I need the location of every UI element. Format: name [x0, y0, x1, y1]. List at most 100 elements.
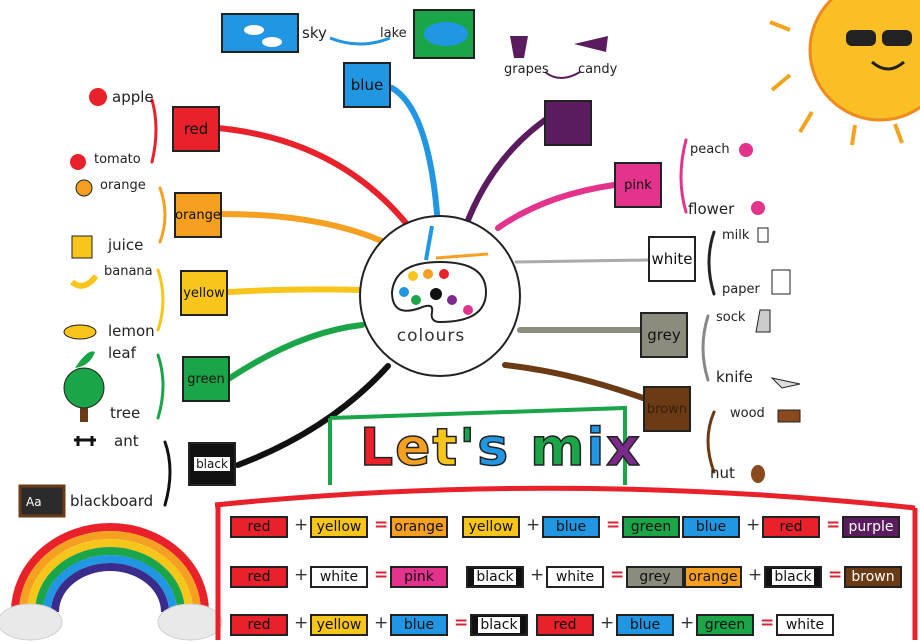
item-sky: sky [302, 24, 327, 42]
sky-icon [221, 13, 299, 53]
mix-board-sides [215, 505, 918, 640]
blackboard-icon: Aa [18, 484, 66, 518]
item-wood: wood [730, 406, 765, 421]
item-lake: lake [380, 26, 407, 41]
mix-title-letter: i [586, 417, 607, 479]
rainbow-icon [0, 523, 223, 641]
color-box-red: red [172, 106, 220, 152]
equals-sign: = [606, 515, 621, 535]
juice-icon [71, 235, 93, 259]
mix-title: Let's mix [359, 417, 642, 479]
color-box-pink: pink [614, 162, 662, 208]
equals-sign: = [610, 565, 625, 585]
mix-chip-grey: grey [626, 566, 684, 588]
plus-sign: + [294, 613, 309, 633]
mix-title-letter [510, 418, 530, 478]
milk-icon [757, 227, 769, 243]
item-tree: tree [110, 404, 141, 422]
mix-chip-brown: brown [844, 566, 902, 588]
plus-sign: + [294, 565, 309, 585]
color-box-black: black [188, 442, 236, 486]
apple-icon [89, 88, 107, 106]
plus-sign: + [526, 515, 541, 535]
mix-chip-blue: blue [390, 614, 448, 636]
item-blackboard: blackboard [70, 492, 154, 510]
grapes-icon [510, 36, 528, 58]
banana-icon [70, 274, 99, 289]
color-box-blue: blue [343, 62, 391, 108]
item-sock: sock [716, 310, 746, 325]
mix-chip-black: black [764, 566, 822, 588]
item-banana: banana [104, 264, 153, 279]
sun-icon [769, 0, 920, 146]
mix-chip-orange: orange [390, 516, 448, 538]
item-grapes: grapes [504, 62, 549, 77]
item-milk: milk [722, 228, 750, 243]
mix-chip-blue: blue [542, 516, 600, 538]
item-tomato: tomato [94, 152, 141, 167]
mix-chip-yellow: yellow [310, 614, 368, 636]
item-knife: knife [716, 368, 753, 386]
plus-sign: + [746, 515, 761, 535]
color-box-orange: orange [174, 192, 222, 238]
knife-icon [770, 377, 801, 389]
item-orange: orange [100, 178, 146, 193]
item-juice: juice [108, 236, 144, 254]
color-box-purple: purple [544, 100, 592, 146]
mix-chip-pink: pink [390, 566, 448, 588]
paper-icon [771, 269, 791, 295]
item-peach: peach [690, 142, 730, 157]
ant-icon [74, 436, 96, 446]
branch-lines [215, 85, 650, 468]
orange-icon [75, 179, 93, 197]
svg-text:Aa: Aa [26, 495, 42, 509]
equals-sign: = [454, 613, 469, 633]
equals-sign: = [826, 515, 841, 535]
leaf-icon [75, 351, 95, 368]
item-paper: paper [722, 282, 760, 297]
item-nut: nut [710, 464, 735, 482]
item-flower: flower [688, 200, 735, 218]
mix-title-letter: L [359, 417, 396, 479]
mix-chip-red: red [230, 614, 288, 636]
plus-sign: + [294, 515, 309, 535]
mix-chip-black: black [466, 566, 524, 588]
plus-sign: + [600, 613, 615, 633]
lake-icon [413, 9, 475, 59]
mix-title-letter: s [476, 417, 511, 479]
item-ant: ant [114, 432, 139, 450]
mix-chip-white: white [310, 566, 368, 588]
mix-chip-orange: orange [684, 566, 742, 588]
lemon-icon [63, 324, 97, 340]
mix-chip-red: red [536, 614, 594, 636]
equals-sign: = [828, 565, 843, 585]
mix-title-letter: e [394, 417, 433, 479]
item-lemon: lemon [108, 322, 155, 340]
plus-sign: + [374, 613, 389, 633]
plus-sign: + [530, 565, 545, 585]
equals-sign: = [374, 565, 389, 585]
mix-chip-red: red [230, 566, 288, 588]
mix-title-letter: x [606, 417, 642, 479]
mix-chip-green: green [622, 516, 680, 538]
mix-chip-yellow: yellow [462, 516, 520, 538]
color-box-green: green [182, 356, 230, 402]
item-leaf: leaf [108, 344, 136, 362]
equals-sign: = [760, 613, 775, 633]
tree-icon [63, 367, 105, 422]
mix-title-letter: m [530, 417, 587, 479]
item-apple: apple [112, 88, 154, 106]
mix-chip-green: green [696, 614, 754, 636]
mix-chip-white: white [776, 614, 834, 636]
tomato-icon [70, 154, 86, 170]
mix-chip-red: red [230, 516, 288, 538]
mix-chip-red: red [762, 516, 820, 538]
mix-title-letter: ' [459, 417, 478, 479]
flower-icon [751, 201, 765, 215]
color-box-brown: brown [643, 386, 691, 432]
mix-board-top [214, 485, 916, 511]
plus-sign: + [748, 565, 763, 585]
plus-sign: + [680, 613, 695, 633]
mix-chip-black: black [470, 614, 528, 636]
